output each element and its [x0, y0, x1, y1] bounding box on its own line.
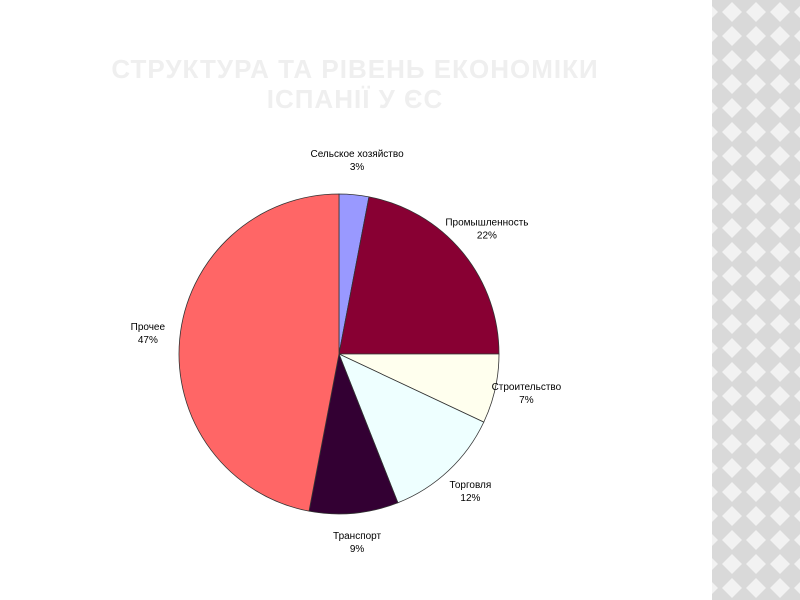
pie-slice — [308, 352, 399, 515]
slice-label: Промышленность — [445, 218, 528, 229]
slice-label: Строительство — [492, 382, 562, 393]
slide-title: СТРУКТУРА ТА РІВЕНЬ ЕКОНОМІКИ ІСПАНІЇ У Є… — [111, 54, 598, 114]
pie-slice — [338, 196, 500, 355]
slice-value-label: 47% — [138, 335, 158, 346]
slice-value-label: 9% — [350, 544, 365, 555]
slice-value-label: 7% — [519, 395, 534, 406]
slice-value-label: 22% — [477, 231, 497, 242]
slice-label: Торговля — [450, 480, 492, 491]
pie-slice — [178, 193, 340, 512]
slice-label: Сельское хозяйство — [310, 149, 404, 160]
slice-label: Прочее — [131, 322, 166, 333]
slice-value-label: 12% — [460, 493, 480, 504]
slice-label: Транспорт — [333, 531, 382, 542]
pie-slice — [338, 353, 485, 504]
slice-value-label: 3% — [350, 162, 365, 173]
side-pattern — [712, 0, 800, 600]
